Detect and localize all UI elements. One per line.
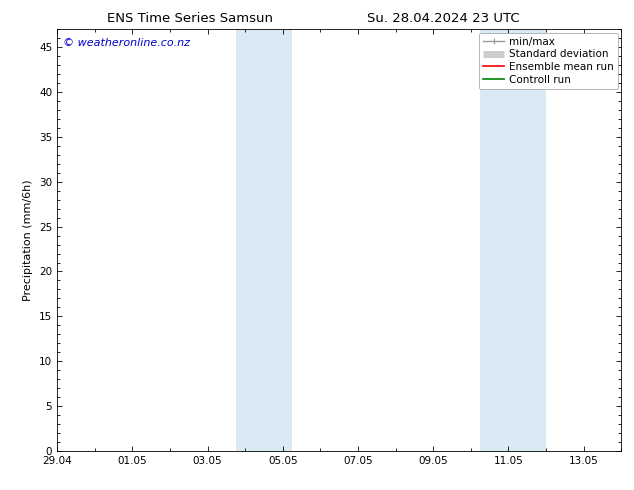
Bar <box>236 29 292 451</box>
Y-axis label: Precipitation (mm/6h): Precipitation (mm/6h) <box>23 179 34 301</box>
Legend: min/max, Standard deviation, Ensemble mean run, Controll run: min/max, Standard deviation, Ensemble me… <box>479 32 618 89</box>
Bar <box>481 29 546 451</box>
Text: © weatheronline.co.nz: © weatheronline.co.nz <box>63 38 190 48</box>
Text: ENS Time Series Samsun: ENS Time Series Samsun <box>107 12 273 25</box>
Text: Su. 28.04.2024 23 UTC: Su. 28.04.2024 23 UTC <box>368 12 520 25</box>
